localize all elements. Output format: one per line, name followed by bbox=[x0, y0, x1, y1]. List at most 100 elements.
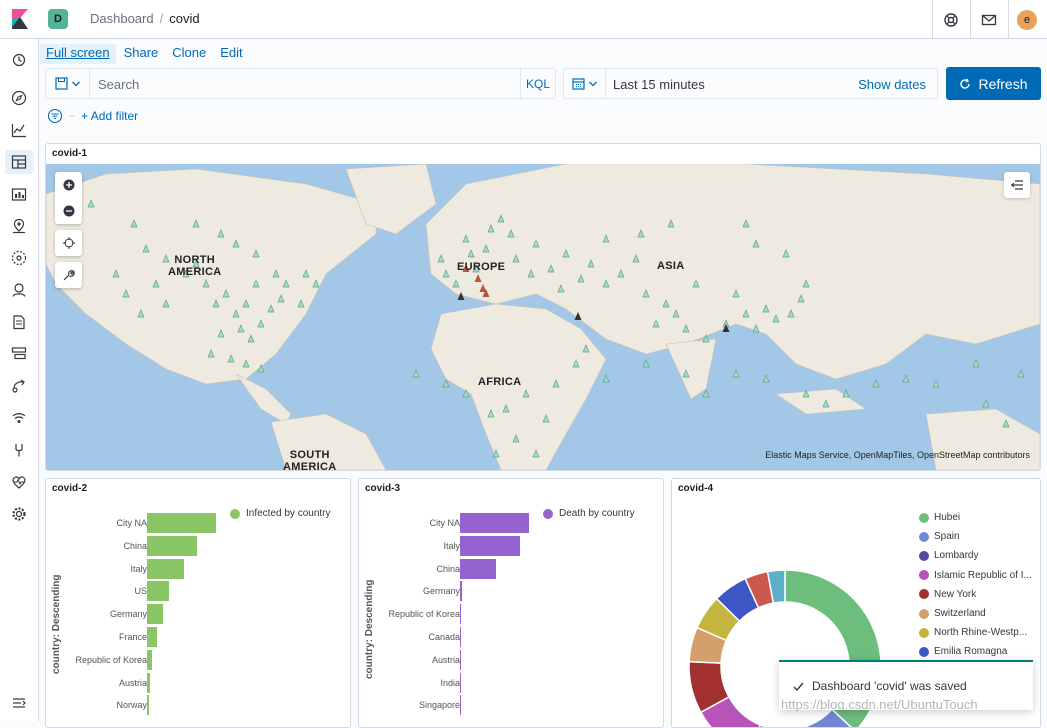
map-marker-icon[interactable] bbox=[182, 269, 190, 278]
map-marker-icon[interactable] bbox=[502, 404, 510, 413]
bar[interactable] bbox=[147, 513, 216, 533]
map-marker-icon[interactable] bbox=[557, 284, 565, 293]
saved-query-button[interactable] bbox=[46, 69, 90, 98]
map-marker-icon[interactable] bbox=[437, 254, 445, 263]
bar[interactable] bbox=[147, 695, 149, 716]
date-range-text[interactable]: Last 15 minutes bbox=[613, 77, 705, 92]
quick-select-button[interactable] bbox=[564, 69, 606, 98]
bar[interactable] bbox=[147, 604, 164, 625]
donut-slice[interactable] bbox=[766, 569, 786, 604]
map-marker-icon[interactable] bbox=[1002, 419, 1010, 428]
map-marker-icon[interactable] bbox=[552, 379, 560, 388]
map-marker-icon[interactable] bbox=[272, 269, 280, 278]
visualize-chart-icon[interactable] bbox=[10, 121, 28, 139]
breadcrumb-dashboard-link[interactable]: Dashboard bbox=[90, 11, 154, 26]
add-filter-button[interactable]: + Add filter bbox=[81, 109, 139, 123]
map-marker-icon[interactable] bbox=[632, 254, 640, 263]
ml-icon[interactable] bbox=[10, 249, 28, 267]
logs-icon[interactable] bbox=[10, 313, 28, 331]
world-map[interactable]: NORTH AMERICA SOUTH AMERICA EUROPE AFRIC… bbox=[46, 164, 1040, 470]
map-marker-icon[interactable] bbox=[297, 299, 305, 308]
chart-legend[interactable]: Death by country bbox=[543, 508, 635, 519]
kql-toggle-button[interactable]: KQL bbox=[520, 69, 555, 98]
map-marker-icon[interactable] bbox=[787, 309, 795, 318]
map-marker-icon[interactable] bbox=[547, 264, 555, 273]
map-marker-icon[interactable] bbox=[742, 219, 750, 228]
map-marker-icon[interactable] bbox=[442, 269, 450, 278]
map-marker-icon[interactable] bbox=[642, 289, 650, 298]
map-marker-icon[interactable] bbox=[652, 319, 660, 328]
edit-link[interactable]: Edit bbox=[220, 45, 243, 60]
discover-compass-icon[interactable] bbox=[10, 89, 28, 107]
full-screen-link[interactable]: Full screen bbox=[40, 44, 116, 64]
bar[interactable] bbox=[147, 535, 198, 556]
filter-options-icon[interactable] bbox=[47, 108, 63, 124]
help-icon[interactable] bbox=[941, 10, 961, 30]
map-marker-icon[interactable] bbox=[512, 254, 520, 263]
map-marker-icon[interactable] bbox=[277, 294, 285, 303]
map-hotspot-marker-icon[interactable] bbox=[457, 292, 465, 300]
map-marker-icon[interactable] bbox=[732, 369, 740, 378]
map-marker-icon[interactable] bbox=[232, 309, 240, 318]
map-marker-icon[interactable] bbox=[242, 359, 250, 368]
map-marker-icon[interactable] bbox=[577, 274, 585, 283]
bar[interactable] bbox=[460, 581, 462, 602]
map-marker-icon[interactable] bbox=[682, 324, 690, 333]
legend-item[interactable]: New York bbox=[919, 585, 1032, 604]
map-marker-icon[interactable] bbox=[122, 289, 130, 298]
map-marker-icon[interactable] bbox=[462, 234, 470, 243]
map-marker-icon[interactable] bbox=[267, 304, 275, 313]
map-marker-icon[interactable] bbox=[672, 309, 680, 318]
map-marker-icon[interactable] bbox=[702, 334, 710, 343]
map-marker-icon[interactable] bbox=[217, 329, 225, 338]
map-marker-icon[interactable] bbox=[772, 314, 780, 323]
layer-control-button[interactable] bbox=[1004, 172, 1030, 198]
map-marker-icon[interactable] bbox=[282, 279, 290, 288]
map-marker-icon[interactable] bbox=[152, 279, 160, 288]
recent-clock-icon[interactable] bbox=[10, 51, 28, 69]
management-gear-icon[interactable] bbox=[10, 505, 28, 523]
bar[interactable] bbox=[460, 604, 462, 625]
map-marker-icon[interactable] bbox=[487, 224, 495, 233]
map-marker-icon[interactable] bbox=[252, 249, 260, 258]
map-marker-icon[interactable] bbox=[762, 304, 770, 313]
map-marker-icon[interactable] bbox=[602, 279, 610, 288]
map-marker-icon[interactable] bbox=[192, 259, 200, 268]
map-marker-icon[interactable] bbox=[112, 269, 120, 278]
map-marker-icon[interactable] bbox=[247, 334, 255, 343]
map-marker-icon[interactable] bbox=[252, 279, 260, 288]
map-marker-icon[interactable] bbox=[982, 399, 990, 408]
legend-item[interactable]: Switzerland bbox=[919, 604, 1032, 623]
monitoring-icon[interactable] bbox=[10, 473, 28, 491]
map-marker-icon[interactable] bbox=[492, 449, 500, 458]
infrastructure-icon[interactable] bbox=[10, 345, 28, 363]
map-marker-icon[interactable] bbox=[802, 389, 810, 398]
map-marker-icon[interactable] bbox=[130, 219, 138, 228]
fit-to-data-button[interactable] bbox=[55, 230, 82, 256]
map-marker-icon[interactable] bbox=[142, 244, 150, 253]
zoom-out-button[interactable] bbox=[55, 198, 82, 224]
map-marker-icon[interactable] bbox=[162, 299, 170, 308]
map-marker-icon[interactable] bbox=[532, 449, 540, 458]
map-marker-icon[interactable] bbox=[797, 294, 805, 303]
map-hotspot-marker-icon[interactable] bbox=[482, 289, 490, 297]
legend-item[interactable]: Spain bbox=[919, 527, 1032, 546]
map-marker-icon[interactable] bbox=[972, 359, 980, 368]
bar[interactable] bbox=[147, 627, 158, 647]
bar[interactable] bbox=[460, 672, 461, 693]
map-marker-icon[interactable] bbox=[487, 409, 495, 418]
map-marker-icon[interactable] bbox=[1017, 369, 1025, 378]
map-marker-icon[interactable] bbox=[782, 249, 790, 258]
chart-legend[interactable]: Infected by country bbox=[230, 508, 331, 519]
map-marker-icon[interactable] bbox=[642, 359, 650, 368]
zoom-in-button[interactable] bbox=[55, 172, 82, 198]
map-marker-icon[interactable] bbox=[602, 234, 610, 243]
share-link[interactable]: Share bbox=[123, 45, 159, 60]
map-marker-icon[interactable] bbox=[452, 279, 460, 288]
map-hotspot-marker-icon[interactable] bbox=[474, 274, 482, 282]
bar[interactable] bbox=[147, 649, 153, 670]
map-marker-icon[interactable] bbox=[932, 379, 940, 388]
map-marker-icon[interactable] bbox=[662, 299, 670, 308]
map-marker-icon[interactable] bbox=[217, 229, 225, 238]
map-marker-icon[interactable] bbox=[902, 374, 910, 383]
